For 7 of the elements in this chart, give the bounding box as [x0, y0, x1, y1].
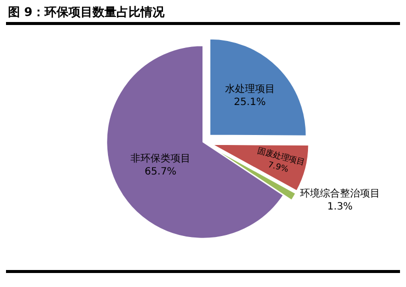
slice-label: 非环保类项目	[130, 152, 191, 164]
data-label: 1.3%	[327, 202, 353, 213]
slice-label: 环境综合整治项目	[300, 188, 380, 200]
data-label: 65.7%	[144, 166, 176, 178]
chart-title: 图 9：环保项目数量占比情况	[8, 4, 165, 21]
slice-label: 水处理项目	[224, 82, 275, 95]
data-label: 25.1%	[234, 96, 266, 108]
